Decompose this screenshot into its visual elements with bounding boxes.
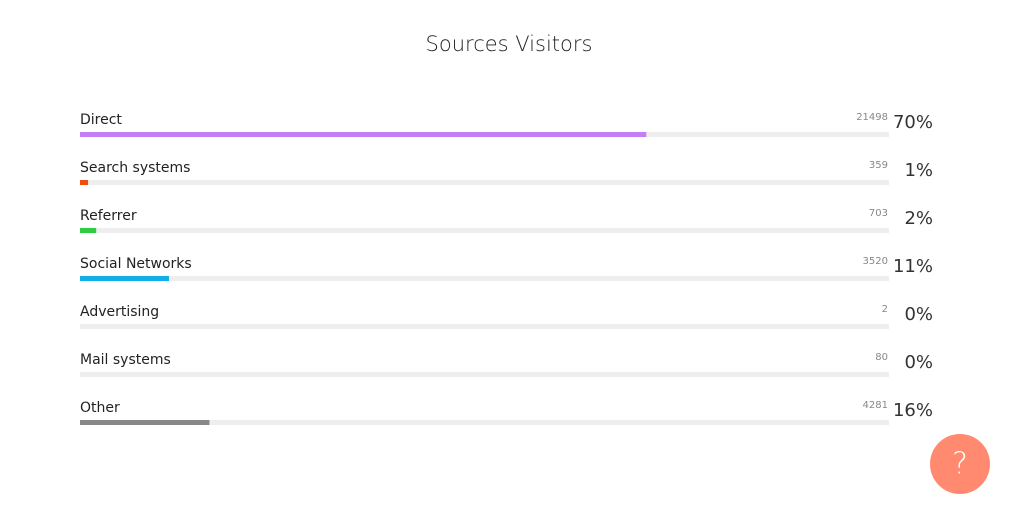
bar — [80, 180, 89, 185]
percent-label: 0% — [904, 352, 933, 373]
bar-track — [80, 228, 889, 233]
category-label: Referrer — [80, 208, 137, 224]
help-button-circle[interactable] — [930, 434, 990, 494]
category-label: Social Networks — [80, 256, 192, 272]
bar — [80, 228, 97, 233]
bar — [80, 132, 647, 137]
percent-label: 0% — [904, 304, 933, 325]
percent-label: 11% — [893, 256, 933, 277]
category-label: Mail systems — [80, 352, 171, 368]
chart-title: Sources Visitors — [426, 32, 593, 56]
count-label: 4281 — [863, 400, 888, 411]
count-label: 80 — [875, 352, 888, 363]
category-label: Advertising — [80, 304, 159, 320]
category-label: Other — [80, 400, 120, 416]
percent-label: 16% — [893, 400, 933, 421]
bar — [80, 276, 169, 281]
percent-label: 2% — [904, 208, 933, 229]
count-label: 3520 — [863, 256, 888, 267]
bar-track — [80, 372, 889, 377]
bar-track — [80, 420, 889, 425]
count-label: 21498 — [856, 112, 888, 123]
help-button[interactable]: ? — [930, 434, 990, 494]
percent-label: 70% — [893, 112, 933, 133]
bar-track — [80, 276, 889, 281]
bar-track — [80, 324, 889, 329]
count-label: 359 — [869, 160, 888, 171]
help-button-icon[interactable]: ? — [952, 447, 968, 482]
bar — [80, 420, 210, 425]
count-label: 703 — [869, 208, 888, 219]
count-label: 2 — [882, 304, 888, 315]
percent-label: 1% — [904, 160, 933, 181]
bar-track — [80, 180, 889, 185]
category-label: Search systems — [80, 160, 190, 176]
category-label: Direct — [80, 112, 122, 128]
